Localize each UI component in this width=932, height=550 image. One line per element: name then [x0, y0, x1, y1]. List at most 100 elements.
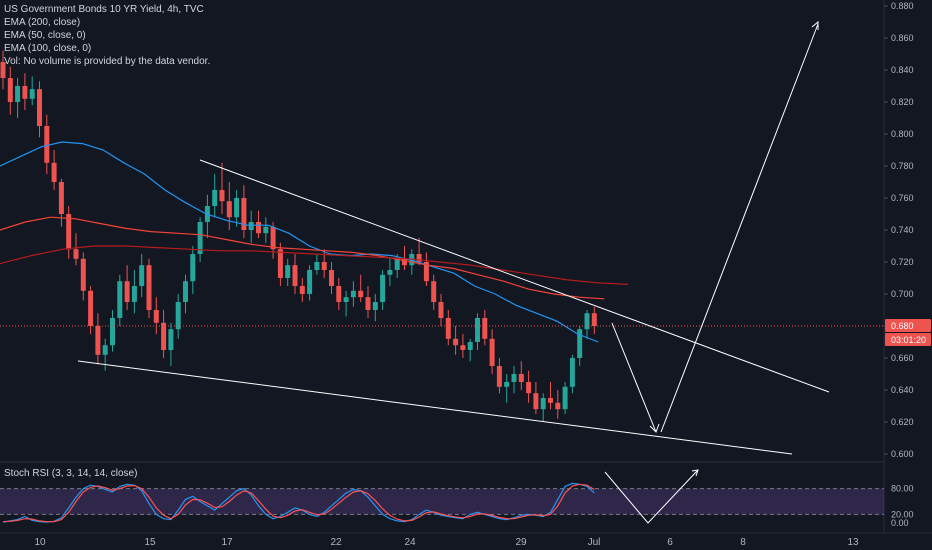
candle-body	[58, 182, 64, 214]
candle-body	[526, 382, 532, 394]
candle-body	[555, 402, 561, 410]
rsi-tick-label: 80.00	[891, 484, 914, 494]
ema50-label: EMA (50, close, 0)	[4, 30, 86, 41]
candle-body	[511, 374, 517, 382]
rsi-arrowhead	[691, 469, 699, 477]
candle-body	[102, 345, 108, 355]
candle-body	[22, 86, 28, 99]
ema50-line	[0, 141, 599, 343]
candle-body	[584, 313, 590, 330]
rsi-tick-label: 0.00	[891, 518, 909, 528]
candle-body	[277, 249, 283, 278]
price-tag-bg	[885, 319, 931, 332]
y-tick-label: 0.700	[891, 289, 914, 299]
candle-body	[197, 222, 203, 254]
rsi-legend: Stoch RSI (3, 3, 14, 14, close)	[4, 468, 138, 479]
candle-body	[380, 274, 386, 302]
y-tick-label: 0.620	[891, 417, 914, 427]
candle-body	[562, 386, 568, 410]
candle-body	[496, 366, 502, 387]
candle-body	[73, 249, 79, 259]
y-tick-label: 0.640	[891, 385, 914, 395]
candle-body	[307, 270, 313, 294]
candle-body	[219, 190, 225, 202]
countdown-tag-bg	[885, 333, 931, 346]
ema200-line	[0, 245, 629, 285]
arrowhead-up	[811, 20, 819, 30]
projection-up	[660, 23, 819, 433]
candle-body	[285, 265, 291, 278]
candle-body	[117, 281, 123, 318]
candle-body	[453, 338, 459, 346]
candle-body	[402, 258, 407, 266]
candle-body	[7, 78, 13, 102]
y-tick-label: 0.860	[891, 33, 914, 43]
candle-body	[577, 329, 583, 358]
candle-body	[124, 281, 130, 302]
candle-body	[15, 86, 21, 102]
candle-body	[533, 393, 539, 410]
candle-body	[270, 226, 276, 250]
candle-body	[256, 222, 261, 234]
candle-body	[548, 398, 553, 403]
candle-body	[299, 286, 305, 294]
candle-body	[416, 254, 422, 262]
candle-body	[212, 190, 218, 206]
candle-body	[336, 286, 342, 302]
candle-body	[190, 254, 196, 282]
x-tick-label: 15	[144, 537, 156, 548]
x-tick-label: 8	[740, 537, 746, 548]
candle-body	[161, 322, 167, 350]
y-tick-label: 0.600	[891, 449, 914, 459]
y-tick-label: 0.720	[891, 257, 914, 267]
candle-body	[131, 286, 137, 302]
candle-body	[175, 302, 181, 330]
x-tick-label: 6	[667, 537, 673, 548]
countdown-tag-text: 03:01:20	[891, 335, 926, 345]
candle-body	[387, 270, 393, 275]
candle-body	[489, 338, 495, 366]
candle-body	[540, 398, 546, 410]
y-tick-label: 0.660	[891, 353, 914, 363]
projection-down	[611, 322, 657, 433]
x-tick-label: Jul	[588, 537, 601, 548]
candle-body	[569, 358, 575, 387]
y-tick-label: 0.820	[891, 97, 914, 107]
candle-body	[66, 214, 72, 250]
candle-body	[467, 342, 473, 350]
x-tick-label: 17	[221, 537, 233, 548]
candle-body	[350, 290, 356, 298]
arrowhead-down	[649, 423, 660, 433]
rsi-projection	[604, 470, 698, 524]
lower-trendline	[77, 360, 793, 455]
candle-body	[482, 318, 488, 339]
candle-body	[110, 318, 115, 346]
candle-body	[183, 281, 188, 302]
symbol-title: US Government Bonds 10 YR Yield, 4h, TVC	[4, 4, 204, 15]
candle-body	[321, 262, 327, 270]
candle-body	[95, 326, 101, 355]
y-tick-label: 0.880	[891, 1, 914, 11]
candle-body	[423, 262, 429, 282]
candle-body	[29, 89, 35, 99]
candle-body	[445, 318, 451, 339]
candle-body	[226, 201, 232, 218]
candle-body	[80, 258, 86, 291]
candle-body	[394, 258, 400, 270]
candle-body	[292, 265, 298, 286]
candle-body	[504, 382, 510, 387]
rsi-k-line	[2, 482, 595, 523]
x-tick-label: 13	[847, 537, 859, 548]
candle-body	[88, 290, 94, 326]
candle-body	[153, 310, 159, 323]
candle-body	[475, 318, 480, 342]
volume-label: Vol: No volume is provided by the data v…	[4, 56, 211, 67]
price-tag-text: 0.680	[891, 321, 914, 331]
candle-body	[365, 297, 371, 310]
y-tick-label: 0.800	[891, 129, 914, 139]
candle-body	[314, 262, 320, 270]
candle-body	[460, 345, 466, 350]
candle-body	[44, 126, 50, 163]
candle-body	[146, 265, 152, 310]
